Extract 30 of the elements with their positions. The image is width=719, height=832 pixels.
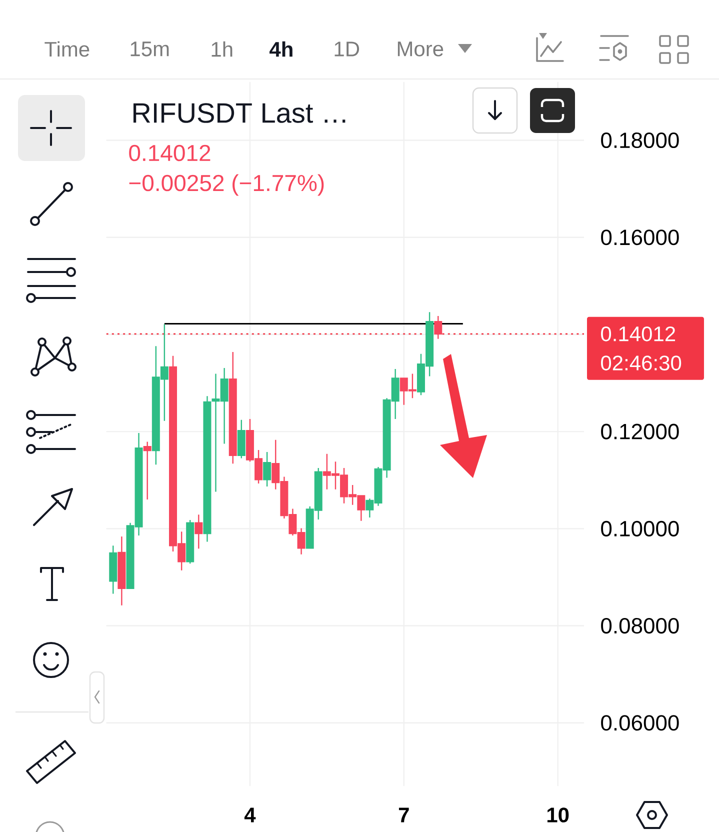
- annotation: −0.00252 (−1.77%): [129, 174, 324, 196]
- candlestick: [194, 514, 203, 550]
- x-tick-label: 7: [398, 808, 409, 822]
- y-tick-label: 0.18000: [601, 132, 679, 148]
- y-tick-label: 0.06000: [601, 715, 679, 731]
- x-tick-label: 4: [244, 808, 256, 822]
- candlestick: [228, 351, 237, 464]
- candlestick: [143, 441, 152, 500]
- candlestick: [434, 315, 442, 340]
- candlestick: [203, 396, 212, 542]
- candlestick: [109, 545, 118, 594]
- text: 4h: [270, 41, 292, 57]
- candlestick: [237, 419, 246, 459]
- text: 1h: [212, 41, 232, 57]
- text: RIFUSDT Last …: [133, 103, 346, 123]
- candlestick: [118, 536, 126, 606]
- ref-line-label: 0.14012: [601, 326, 676, 342]
- y-tick-label: 0.08000: [601, 618, 679, 634]
- text: More: [398, 42, 444, 56]
- y-tick-label: 0.16000: [601, 230, 679, 246]
- annotation: 0.14012: [129, 144, 210, 162]
- text: 1D: [334, 42, 360, 56]
- y-tick-label: 0.10000: [601, 520, 679, 536]
- text: 15m: [130, 42, 169, 56]
- x-tick-label: 10: [547, 808, 569, 822]
- candlestick: [263, 451, 272, 488]
- text: 02:46:30: [601, 356, 682, 370]
- candlestick: [186, 519, 194, 564]
- text: Time: [44, 41, 90, 57]
- y-tick-label: 0.12000: [601, 424, 679, 440]
